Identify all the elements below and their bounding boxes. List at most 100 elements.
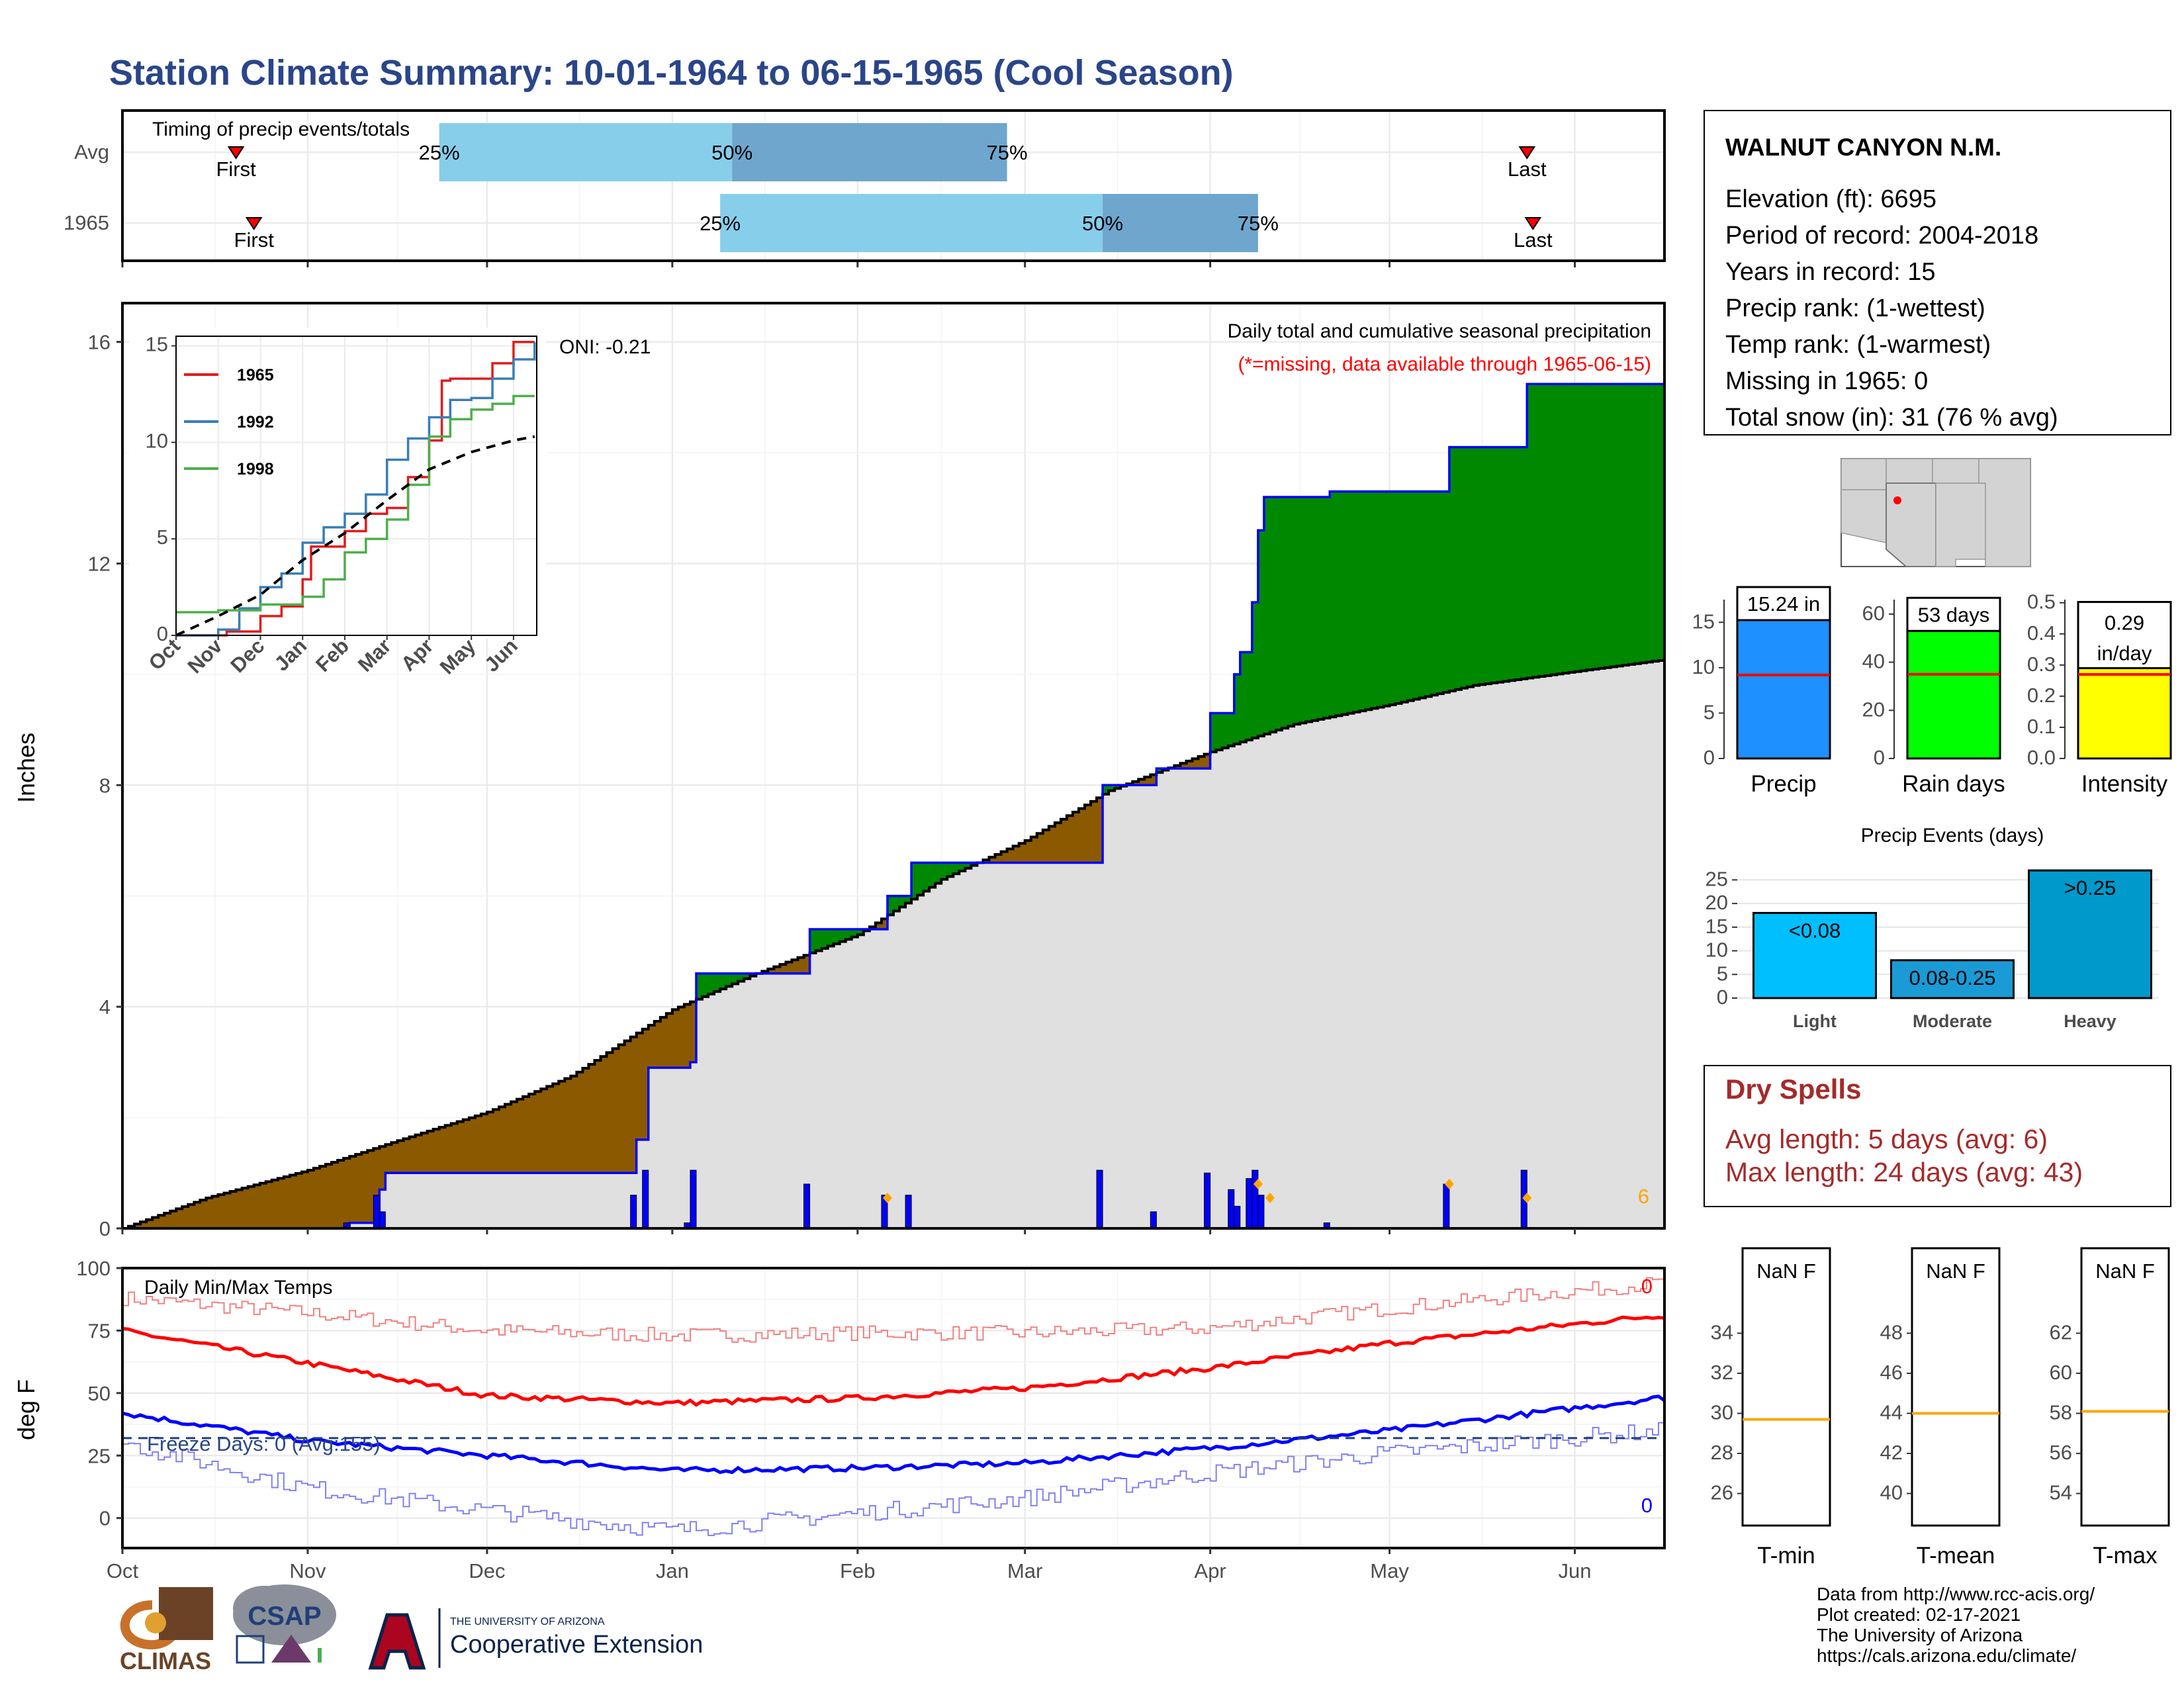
timing-1965-p75-label: 75%	[1238, 212, 1279, 235]
timing-Avg-first-marker	[227, 146, 245, 160]
deficit-day-15	[212, 1196, 219, 1228]
temp-box-0-tick-label-2: 30	[1711, 1401, 1733, 1424]
surplus-day-246	[1592, 384, 1600, 670]
temp-box-2-tick-label-2: 58	[2050, 1401, 2072, 1424]
deficit-day-18	[230, 1191, 237, 1228]
precip-ytick-label-3: 12	[88, 552, 111, 575]
temp-panel-border	[121, 1267, 1666, 1549]
deficit-day-10	[182, 1207, 189, 1228]
surplus-day-197	[1300, 496, 1306, 723]
snow-marker-3	[1444, 1179, 1454, 1190]
climas-logo: CLIMAS	[120, 1587, 213, 1674]
deficit-day-70	[541, 1089, 547, 1173]
deficit-day-17	[224, 1193, 231, 1228]
month-label-Nov: Nov	[289, 1559, 326, 1582]
deficit-day-179	[1192, 758, 1199, 769]
deficit-day-153	[1036, 833, 1044, 863]
surplus-day-213	[1395, 491, 1402, 704]
map-state-nm	[1935, 482, 1986, 567]
intensity-tick-label-4: 0.4	[2027, 621, 2056, 645]
events-bar-label-0: <0.08	[1789, 919, 1841, 942]
deficit-day-69	[535, 1091, 541, 1173]
surplus-day-204	[1342, 491, 1348, 715]
summary-bars: 0 5 10 15 15.24 in Precip 0 20 40 60 53 days Rain d…	[1692, 586, 2172, 797]
deficit-day-88	[648, 1025, 655, 1068]
surplus-day-227	[1479, 447, 1486, 685]
surplus-day-219	[1431, 491, 1438, 696]
month-label-Jun: Jun	[1559, 1559, 1592, 1582]
deficit-day-150	[1019, 843, 1026, 863]
temp-box-name-0: T-min	[1757, 1543, 1815, 1569]
daily-precip-bar-96	[690, 1169, 697, 1229]
precip-ytick-label-2: 8	[99, 774, 111, 797]
temp-ytick-label-1: 25	[88, 1444, 111, 1467]
events-tick-label-2: 10	[1706, 938, 1728, 962]
station-precip-rank: Precip rank: (1-wettest)	[1725, 295, 1985, 322]
deficit-day-11	[188, 1204, 195, 1228]
credit-line-4: https://cals.arizona.edu/climate/	[1817, 1645, 2076, 1666]
month-x-axis: Oct Nov Dec Jan Feb Mar Apr May Jun	[107, 1548, 1592, 1582]
surplus-day-230	[1497, 447, 1504, 682]
deficit-day-28	[289, 1175, 296, 1228]
timing-row-1965-label: 1965	[64, 211, 109, 234]
deficit-day-13	[200, 1200, 207, 1228]
intensity-label-value: 0.29	[2105, 612, 2144, 635]
temp-box-1-tick-label-3: 46	[1880, 1361, 1903, 1384]
surplus-day-131	[905, 895, 912, 903]
deficit-day-77	[582, 1068, 590, 1173]
inset-line-average	[175, 435, 535, 637]
map-state-ut	[1886, 458, 1933, 484]
temp-box-1-tick-label-2: 44	[1880, 1401, 1903, 1424]
temp-box-T-max	[2080, 1247, 2170, 1527]
deficit-day-66	[517, 1099, 523, 1173]
events-tick-label-4: 20	[1706, 891, 1728, 914]
dry-spells-title: Dry Spells	[1725, 1074, 1861, 1105]
surplus-day-118	[827, 929, 835, 946]
map-state-az	[1886, 482, 1936, 567]
surplus-day-235	[1527, 384, 1533, 678]
deficit-day-63	[498, 1107, 506, 1173]
deficit-day-82	[612, 1048, 619, 1173]
timing-1965-p25-label: 25%	[700, 212, 741, 235]
deficit-day-23	[259, 1183, 267, 1228]
precip-areas	[122, 383, 1665, 1230]
deficit-day-170	[1138, 779, 1145, 786]
timing-Avg-first-label: First	[216, 158, 256, 181]
dry-spells-border	[1704, 1065, 2171, 1207]
temp-line-avg-max	[122, 1315, 1665, 1407]
daily-precip-bar-191	[1257, 1195, 1265, 1229]
surplus-day-203	[1336, 491, 1342, 716]
deficit-day-61	[486, 1112, 494, 1173]
min-count: 0	[1641, 1494, 1653, 1517]
temp-box-T-min	[1741, 1247, 1831, 1527]
surplus-day-217	[1419, 491, 1426, 698]
events-bar-label-2: >0.25	[2064, 876, 2116, 899]
surplus-day-128	[887, 895, 894, 915]
rain_days-label-box	[1906, 596, 2001, 632]
surplus-day-115	[809, 929, 817, 953]
climas-logo-block	[159, 1587, 213, 1640]
deficit-day-38	[349, 1156, 356, 1223]
snow-marker-2	[1265, 1192, 1275, 1203]
inset-line-1992	[176, 342, 536, 637]
deficit-day-26	[277, 1178, 285, 1228]
ua-top-text: THE UNIVERSITY OF ARIZONA	[450, 1616, 605, 1627]
temp-box-label-0: NaN F	[1756, 1259, 1816, 1283]
deficit-day-146	[995, 854, 1002, 863]
deficit-day-43	[379, 1146, 386, 1190]
precip-ytick-label-4: 16	[88, 331, 111, 354]
timing-1965-first-marker	[245, 217, 263, 230]
timing-panel-border	[121, 109, 1666, 262]
deficit-day-52	[433, 1129, 440, 1173]
intensity-tick-label-5: 0.5	[2027, 590, 2056, 614]
timing-Avg-last-label: Last	[1508, 158, 1547, 181]
precip-tick-label-0: 0	[1704, 746, 1715, 769]
events-category-0: Light	[1793, 1011, 1837, 1031]
ua-a-mark	[368, 1613, 426, 1670]
surplus-day-193	[1275, 496, 1283, 731]
events-bar-Moderate	[1890, 959, 2015, 999]
deficit-day-44	[385, 1144, 392, 1173]
surplus-day-216	[1413, 491, 1420, 700]
surplus-day-116	[815, 929, 823, 951]
